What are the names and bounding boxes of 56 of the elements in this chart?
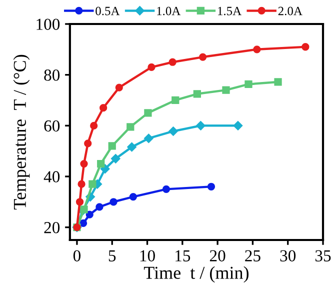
- x-tick-label: 20: [210, 250, 226, 262]
- point: [168, 126, 178, 136]
- point: [86, 210, 94, 218]
- point: [108, 142, 116, 150]
- point: [80, 206, 88, 214]
- point: [253, 46, 261, 54]
- x-axis-title: Time t / (min): [144, 266, 249, 283]
- y-tick-label: 60: [44, 120, 60, 132]
- point: [76, 198, 84, 206]
- point: [302, 43, 310, 51]
- point: [129, 192, 138, 201]
- point: [162, 185, 170, 193]
- point: [84, 140, 92, 148]
- y-tick-label: 100: [36, 18, 60, 30]
- point: [222, 86, 230, 94]
- point: [78, 180, 86, 188]
- point: [148, 63, 156, 72]
- point: [207, 182, 216, 190]
- legend-label: 0.5A: [96, 6, 120, 16]
- point: [97, 160, 105, 168]
- x-tick-label: 0: [73, 250, 80, 262]
- point: [127, 142, 136, 152]
- point: [274, 78, 282, 86]
- point: [168, 58, 176, 66]
- point: [79, 219, 88, 228]
- point: [88, 180, 96, 188]
- point: [244, 80, 252, 88]
- x-tick-label: 35: [315, 250, 331, 262]
- x-tick-label: 5: [108, 250, 116, 262]
- point: [172, 96, 180, 104]
- point: [126, 123, 134, 131]
- point: [144, 109, 152, 117]
- legend-label: 1.0A: [157, 6, 181, 16]
- legend-label: 1.5A: [218, 6, 242, 16]
- point: [144, 134, 154, 143]
- point: [198, 53, 207, 61]
- point: [110, 198, 118, 206]
- x-tick-label: 15: [176, 250, 190, 262]
- point: [233, 121, 243, 130]
- x-tick-label: 10: [140, 250, 155, 262]
- point: [193, 90, 201, 98]
- point: [80, 160, 88, 168]
- point: [100, 104, 108, 112]
- point: [196, 121, 206, 130]
- point: [90, 122, 98, 130]
- point: [115, 84, 123, 92]
- x-tick-label: 25: [245, 250, 260, 262]
- point: [111, 154, 120, 164]
- legend-label: 2.0A: [278, 6, 302, 16]
- y-axis-title: Temperature T / (°C): [13, 54, 30, 210]
- y-tick-label: 40: [44, 171, 60, 182]
- point: [96, 203, 104, 211]
- y-tick-label: 80: [44, 70, 60, 81]
- x-tick-label: 30: [280, 250, 296, 262]
- point: [100, 164, 110, 174]
- y-tick-label: 20: [44, 222, 60, 234]
